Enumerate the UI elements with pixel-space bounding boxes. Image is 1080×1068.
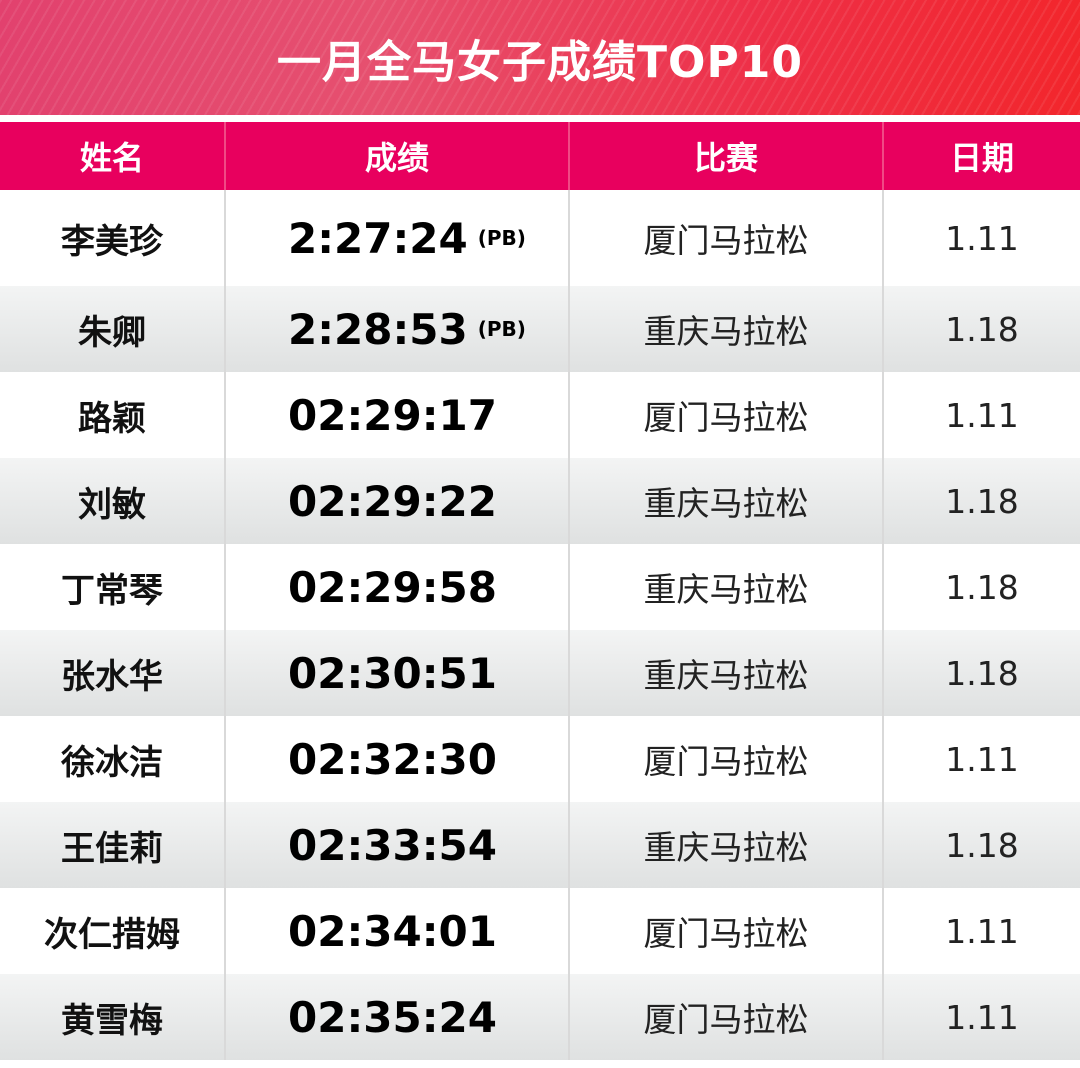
- race-name: 厦门马拉松: [570, 888, 884, 974]
- race-date: 1.11: [945, 739, 1019, 779]
- race-name: 重庆马拉松: [570, 544, 884, 630]
- athlete-name: 朱卿: [0, 286, 226, 372]
- race-date: 1.18: [945, 309, 1019, 349]
- race-date: 1.18: [945, 825, 1019, 865]
- time-value: 02:35:24: [288, 992, 497, 1042]
- time-value: 02:29:17: [288, 390, 497, 440]
- athlete-name: 徐冰洁: [0, 716, 226, 802]
- finish-time: 2:27:24 (PB): [226, 190, 570, 286]
- time-value: 02:32:30: [288, 734, 497, 784]
- table-header: 姓名 成绩 比赛 日期: [0, 122, 1080, 190]
- header-name: 姓名: [0, 122, 226, 190]
- table-row: 次仁措姆 02:34:01 厦门马拉松 1.11: [0, 888, 1080, 974]
- table-row: 刘敏 02:29:22 重庆马拉松 1.18: [0, 458, 1080, 544]
- athlete-name: 张水华: [0, 630, 226, 716]
- race-date: 1.11: [945, 395, 1019, 435]
- race-date: 1.18: [945, 481, 1019, 521]
- table-row: 路颖 02:29:17 厦门马拉松 1.11: [0, 372, 1080, 458]
- header-race: 比赛: [570, 122, 884, 190]
- time-value: 02:30:51: [288, 648, 497, 698]
- finish-time: 02:30:51: [226, 630, 570, 716]
- time-value: 02:29:58: [288, 562, 497, 612]
- finish-time: 02:34:01: [226, 888, 570, 974]
- athlete-name: 黄雪梅: [0, 974, 226, 1060]
- race-name: 重庆马拉松: [570, 458, 884, 544]
- table-row: 黄雪梅 02:35:24 厦门马拉松 1.11: [0, 974, 1080, 1060]
- race-name: 重庆马拉松: [570, 286, 884, 372]
- race-name: 重庆马拉松: [570, 802, 884, 888]
- table-row: 王佳莉 02:33:54 重庆马拉松 1.18: [0, 802, 1080, 888]
- pb-badge: (PB): [477, 317, 526, 341]
- race-name: 重庆马拉松: [570, 630, 884, 716]
- table-body: 李美珍 2:27:24 (PB) 厦门马拉松 1.11 朱卿 2:28:53 (PB)…: [0, 190, 1080, 1060]
- race-name: 厦门马拉松: [570, 190, 884, 286]
- finish-time: 2:28:53 (PB): [226, 286, 570, 372]
- time-value: 2:27:24: [288, 213, 468, 263]
- time-value: 2:28:53: [288, 304, 468, 354]
- table-row: 丁常琴 02:29:58 重庆马拉松 1.18: [0, 544, 1080, 630]
- header-time: 成绩: [226, 122, 570, 190]
- table-row: 张水华 02:30:51 重庆马拉松 1.18: [0, 630, 1080, 716]
- race-name: 厦门马拉松: [570, 372, 884, 458]
- athlete-name: 路颖: [0, 372, 226, 458]
- page-title: 一月全马女子成绩TOP10: [277, 36, 803, 88]
- athlete-name: 丁常琴: [0, 544, 226, 630]
- table-row: 朱卿 2:28:53 (PB) 重庆马拉松 1.18: [0, 286, 1080, 372]
- athlete-name: 次仁措姆: [0, 888, 226, 974]
- race-name: 厦门马拉松: [570, 716, 884, 802]
- time-value: 02:34:01: [288, 906, 497, 956]
- pb-badge: (PB): [477, 226, 526, 250]
- race-date: 1.11: [945, 911, 1019, 951]
- race-date: 1.11: [945, 997, 1019, 1037]
- title-banner: 一月全马女子成绩TOP10: [0, 0, 1080, 115]
- race-name: 厦门马拉松: [570, 974, 884, 1060]
- finish-time: 02:35:24: [226, 974, 570, 1060]
- table-row: 徐冰洁 02:32:30 厦门马拉松 1.11: [0, 716, 1080, 802]
- athlete-name: 李美珍: [0, 190, 226, 286]
- time-value: 02:33:54: [288, 820, 497, 870]
- header-date: 日期: [949, 139, 1014, 177]
- athlete-name: 王佳莉: [0, 802, 226, 888]
- finish-time: 02:29:22: [226, 458, 570, 544]
- table-row: 李美珍 2:27:24 (PB) 厦门马拉松 1.11: [0, 190, 1080, 286]
- race-date: 1.18: [945, 567, 1019, 607]
- finish-time: 02:32:30: [226, 716, 570, 802]
- athlete-name: 刘敏: [0, 458, 226, 544]
- race-date: 1.11: [945, 218, 1019, 258]
- race-date: 1.18: [945, 653, 1019, 693]
- finish-time: 02:33:54: [226, 802, 570, 888]
- finish-time: 02:29:17: [226, 372, 570, 458]
- finish-time: 02:29:58: [226, 544, 570, 630]
- time-value: 02:29:22: [288, 476, 497, 526]
